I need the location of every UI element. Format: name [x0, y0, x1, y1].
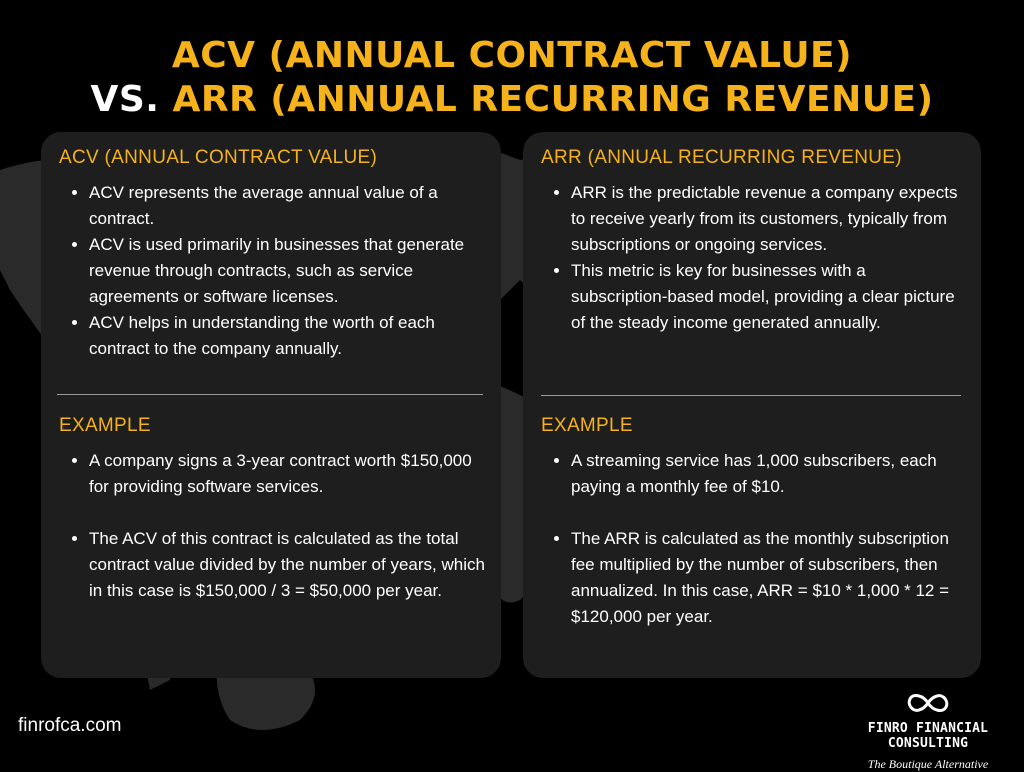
infinity-icon	[907, 694, 949, 712]
page-title: ACV (ANNUAL CONTRACT VALUE) VS. ARR (ANN…	[0, 34, 1024, 122]
arr-example-bullet: A streaming service has 1,000 subscriber…	[571, 448, 967, 500]
acv-heading: ACV (ANNUAL CONTRACT VALUE)	[59, 147, 378, 168]
brand-name: FINRO FINANCIAL CONSULTING	[867, 721, 989, 751]
arr-example-list: A streaming service has 1,000 subscriber…	[541, 448, 967, 630]
arr-heading: ARR (ANNUAL RECURRING REVENUE)	[541, 147, 902, 168]
title-vs: VS.	[90, 79, 173, 120]
acv-example-list: A company signs a 3-year contract worth …	[59, 448, 487, 604]
acv-example-bullet: The ACV of this contract is calculated a…	[89, 526, 487, 604]
acv-definition-section: ACV (ANNUAL CONTRACT VALUE) ACV represen…	[59, 146, 483, 362]
acv-bullet: ACV is used primarily in businesses that…	[89, 232, 483, 310]
brand-logo: FINRO FINANCIAL CONSULTING The Boutique …	[838, 690, 1018, 772]
acv-card: ACV (ANNUAL CONTRACT VALUE) ACV represen…	[41, 132, 501, 678]
acv-bullet-list: ACV represents the average annual value …	[59, 180, 483, 362]
arr-bullet: This metric is key for businesses with a…	[571, 258, 963, 336]
arr-example-section: EXAMPLE A streaming service has 1,000 su…	[541, 414, 967, 630]
title-line-2: VS. ARR (ANNUAL RECURRING REVENUE)	[0, 78, 1024, 122]
arr-bullet: ARR is the predictable revenue a company…	[571, 180, 963, 258]
arr-card: ARR (ANNUAL RECURRING REVENUE) ARR is th…	[523, 132, 981, 678]
arr-bullet-list: ARR is the predictable revenue a company…	[541, 180, 963, 336]
acv-example-section: EXAMPLE A company signs a 3-year contrac…	[59, 414, 487, 604]
arr-example-heading: EXAMPLE	[541, 415, 633, 436]
arr-definition-section: ARR (ANNUAL RECURRING REVENUE) ARR is th…	[541, 146, 963, 336]
brand-tagline: The Boutique Alternative	[867, 757, 989, 771]
title-line-1: ACV (ANNUAL CONTRACT VALUE)	[171, 35, 853, 76]
acv-bullet: ACV represents the average annual value …	[89, 180, 483, 232]
website-link: finrofca.com	[18, 715, 122, 736]
arr-divider	[541, 395, 961, 396]
acv-divider	[57, 394, 483, 395]
acv-example-heading: EXAMPLE	[59, 415, 151, 436]
title-arr: ARR (ANNUAL RECURRING REVENUE)	[172, 79, 934, 120]
arr-example-bullet: The ARR is calculated as the monthly sub…	[571, 526, 967, 630]
acv-bullet: ACV helps in understanding the worth of …	[89, 310, 483, 362]
acv-example-bullet: A company signs a 3-year contract worth …	[89, 448, 487, 500]
